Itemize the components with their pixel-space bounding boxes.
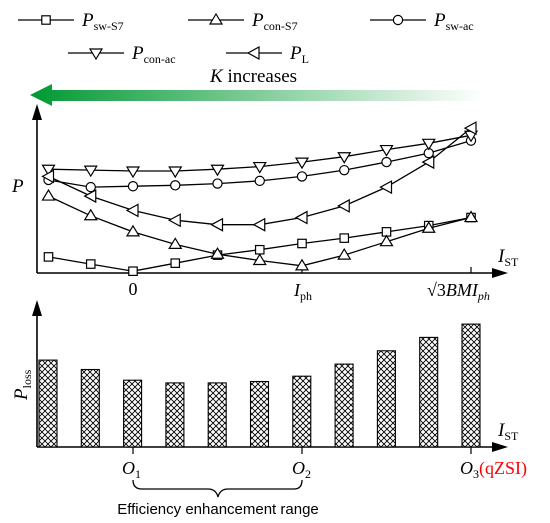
bar-3 — [165, 382, 185, 448]
point-pl-1 — [83, 189, 97, 204]
point-con_ac-2 — [125, 166, 141, 179]
point-con_ac-0 — [41, 164, 56, 177]
point-sw_ac-4 — [212, 178, 223, 189]
legend-label-sw_ac: Psw-ac — [433, 10, 474, 33]
legend-marker-sw_s7 — [41, 15, 51, 25]
series-con_s7 — [41, 188, 479, 271]
point-sw_ac-1 — [85, 181, 96, 193]
point-sw_ac-7 — [339, 164, 350, 176]
tick-label-max: √3BMIph — [427, 280, 490, 303]
series-pl — [41, 121, 477, 232]
bar-7 — [334, 363, 354, 448]
point-pl-10 — [463, 121, 477, 136]
legend-marker-con_s7 — [208, 12, 224, 25]
bar-4 — [207, 382, 227, 448]
legend-label-pl: PL — [289, 43, 309, 66]
point-pl-7 — [336, 198, 350, 213]
bar-1 — [80, 368, 100, 448]
tick-label-zero: 0 — [129, 279, 138, 299]
point-sw_s7-3 — [170, 258, 181, 268]
point-pl-2 — [125, 203, 139, 218]
point-sw_ac-3 — [170, 180, 181, 191]
point-pl-0 — [41, 169, 55, 184]
point-con_ac-8 — [379, 144, 394, 157]
bar-10 — [461, 323, 481, 448]
legend-label-sw_s7: Psw-S7 — [81, 10, 124, 33]
top-axes — [32, 104, 508, 278]
point-sw_s7-2 — [128, 266, 138, 277]
point-sw_s7-6 — [297, 238, 307, 249]
top-series-group — [41, 121, 479, 277]
point-con_ac-4 — [210, 164, 225, 177]
point-pl-4 — [210, 217, 224, 232]
efficiency-range-brace — [132, 479, 303, 498]
bar-8 — [376, 350, 396, 448]
point-sw_s7-5 — [254, 244, 265, 255]
legend-item-con_s7: Pcon-S7 — [188, 10, 298, 33]
legend: Psw-S7 Pcon-S7 Psw-ac Pcon-ac PL — [18, 10, 474, 66]
legend-label-con_ac: Pcon-ac — [131, 43, 176, 66]
tick-label-iph: Iph — [293, 280, 312, 303]
bottom-x-axis-label: IST — [497, 420, 519, 443]
point-con_ac-9 — [421, 138, 436, 151]
bar-5 — [249, 380, 270, 448]
bar-9 — [419, 336, 439, 448]
top-y-axis-label: P — [11, 176, 24, 197]
point-sw_s7-1 — [85, 259, 96, 269]
point-con_s7-2 — [125, 224, 141, 237]
point-con_s7-4 — [210, 247, 225, 259]
point-con_ac-7 — [337, 152, 352, 164]
tick-label-o2: O2 — [292, 458, 311, 481]
legend-label-con_s7: Pcon-S7 — [251, 10, 298, 33]
bar-2 — [123, 379, 143, 448]
point-con_s7-7 — [337, 247, 352, 260]
efficiency-range-label: Efficiency enhancement range — [117, 501, 319, 518]
point-con_ac-1 — [83, 165, 98, 178]
point-pl-5 — [252, 217, 266, 232]
bar-6 — [292, 375, 312, 448]
point-sw_ac-5 — [254, 175, 265, 187]
point-con_s7-1 — [83, 208, 98, 221]
legend-item-con_ac: Pcon-ac — [68, 43, 176, 66]
point-con_s7-9 — [421, 221, 436, 233]
k-increases-arrow — [30, 84, 482, 106]
bar-group — [38, 323, 481, 448]
point-sw_s7-7 — [339, 233, 350, 243]
point-con_s7-3 — [168, 237, 183, 249]
legend-marker-pl — [246, 45, 260, 61]
point-con_s7-10 — [463, 210, 479, 223]
point-con_s7-8 — [379, 234, 394, 247]
top-x-axis-label: IST — [497, 246, 519, 269]
legend-item-sw_s7: Psw-S7 — [18, 10, 124, 33]
point-sw_ac-2 — [127, 181, 139, 192]
legend-item-pl: PL — [226, 43, 309, 66]
bar-0 — [38, 359, 58, 448]
point-con_s7-0 — [41, 188, 56, 201]
tick-label-o1: O1 — [122, 458, 141, 481]
point-pl-3 — [167, 213, 181, 228]
point-pl-9 — [421, 155, 435, 170]
point-pl-6 — [294, 210, 308, 225]
point-con_s7-5 — [252, 253, 267, 266]
point-con_ac-6 — [294, 157, 310, 170]
tick-label-o3: O3(qZSI) — [460, 458, 527, 481]
point-con_s7-6 — [294, 258, 310, 271]
point-pl-8 — [379, 180, 393, 195]
bottom-y-axis-label: Ploss — [11, 369, 34, 401]
point-con_ac-3 — [168, 166, 183, 179]
series-con_ac — [41, 130, 479, 179]
legend-item-sw_ac: Psw-ac — [370, 10, 474, 33]
k-increases-label: K increases — [209, 66, 297, 87]
point-sw_ac-6 — [296, 171, 308, 182]
point-sw_ac-8 — [381, 156, 392, 168]
legend-marker-con_ac — [88, 48, 104, 61]
point-sw_s7-0 — [43, 252, 54, 262]
legend-marker-sw_ac — [392, 14, 404, 26]
point-con_ac-5 — [252, 161, 267, 174]
